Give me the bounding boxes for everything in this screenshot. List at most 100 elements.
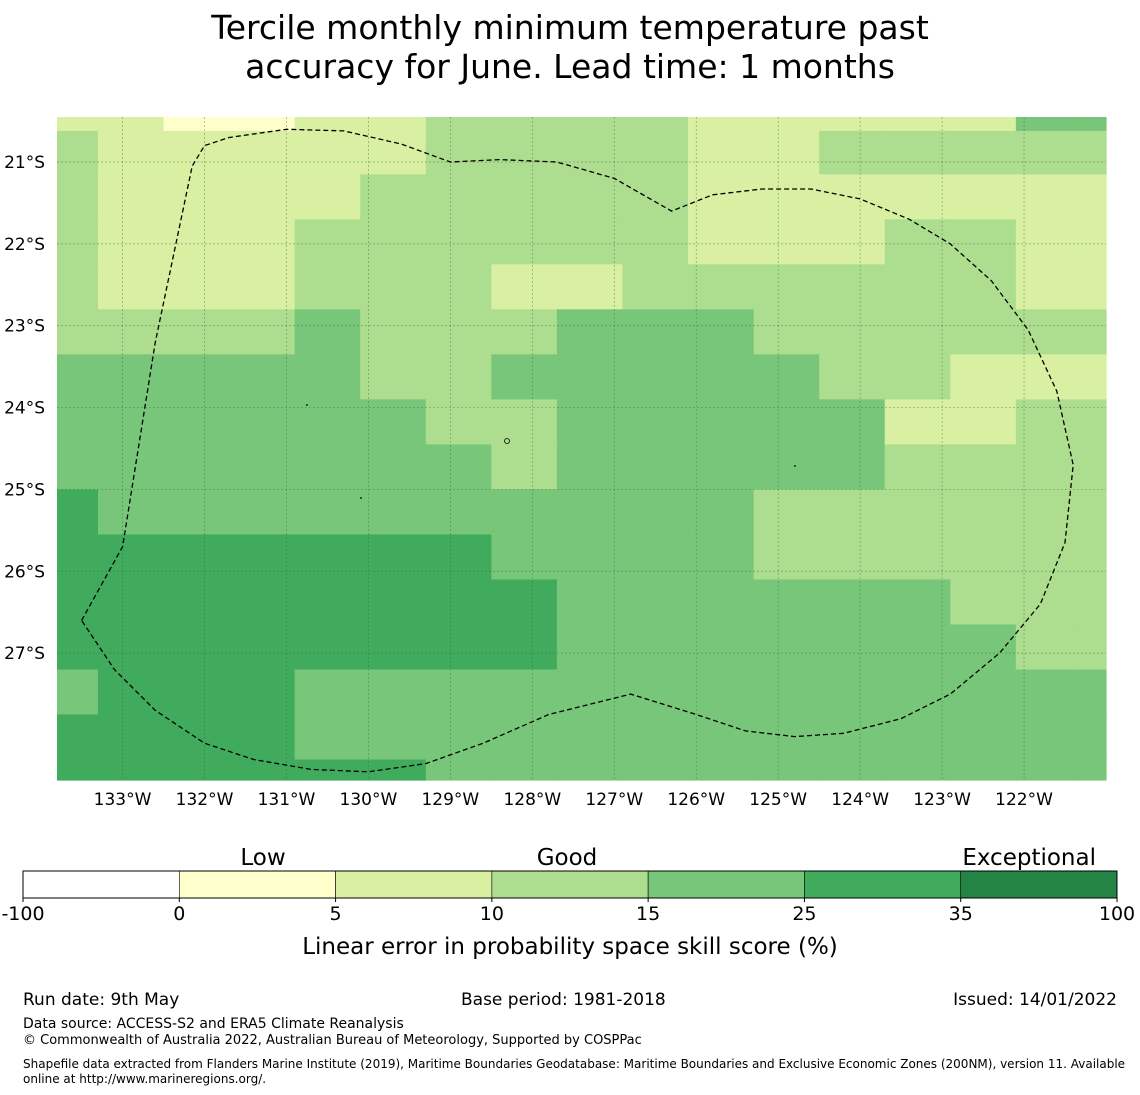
grid-cell [884, 354, 951, 400]
grid-cell [819, 219, 886, 265]
grid-cell [819, 444, 886, 491]
colorbar-tick-label: 0 [173, 903, 185, 925]
grid-cell [229, 219, 296, 265]
grid-cell [1073, 444, 1107, 491]
grid-cell [688, 444, 755, 491]
longitude-label: 125°W [749, 790, 807, 810]
latitude-label: 24°S [4, 399, 45, 419]
grid-cell [819, 579, 886, 626]
grid-cell [753, 130, 820, 175]
grid-cell [57, 714, 99, 761]
grid-cell [97, 174, 165, 220]
grid-cell [688, 174, 755, 220]
grid-cell [556, 264, 624, 310]
grid-cell [491, 130, 558, 175]
colorbar-category-word: Exceptional [962, 845, 1096, 871]
grid-cell [97, 669, 165, 716]
grid-cell [491, 399, 558, 446]
grid-cell [294, 444, 361, 491]
map-title: Tercile monthly minimum temperature past… [0, 8, 1140, 86]
grid-cell [622, 489, 689, 536]
grid-cell [360, 759, 427, 781]
grid-cell [360, 264, 427, 310]
grid-cell [950, 534, 1017, 581]
grid-cell [753, 714, 820, 761]
grid-cell [688, 489, 755, 536]
grid-cell [294, 174, 361, 220]
grid-cell [57, 219, 99, 265]
grid-cell [1015, 309, 1074, 355]
grid-cell [491, 219, 558, 265]
grid-cell [425, 264, 492, 310]
longitude-label: 127°W [585, 790, 643, 810]
grid-cell [163, 354, 230, 400]
grid-cell [425, 219, 492, 265]
grid-cell [360, 579, 427, 626]
grid-cell [556, 117, 624, 132]
colorbar-tick-label: 10 [480, 903, 504, 925]
grid-cell [753, 399, 820, 446]
grid-cell [491, 624, 558, 671]
grid-cell [622, 117, 689, 132]
grid-cell [1073, 174, 1107, 220]
grid-cell [97, 354, 165, 400]
longitude-label: 129°W [421, 790, 479, 810]
grid-cell [294, 354, 361, 400]
grid-cell [57, 399, 99, 446]
grid-cell [950, 309, 1017, 355]
grid-cell [1073, 714, 1107, 761]
longitude-label: 130°W [340, 790, 398, 810]
grid-cell [884, 669, 951, 716]
grid-cell [950, 444, 1017, 491]
grid-cell [229, 130, 296, 175]
grid-cell [688, 579, 755, 626]
grid-cell [556, 444, 624, 491]
grid-cell [163, 130, 230, 175]
longitude-label: 124°W [831, 790, 889, 810]
grid-cell [819, 534, 886, 581]
grid-cell [294, 714, 361, 761]
grid-cell [229, 669, 296, 716]
grid-cell [229, 534, 296, 581]
grid-cell [622, 399, 689, 446]
grid-cell [950, 579, 1017, 626]
grid-cell [1015, 399, 1074, 446]
grid-cell [491, 759, 558, 781]
grid-cell [360, 130, 427, 175]
grid-cell [1015, 117, 1074, 132]
grid-cell [622, 579, 689, 626]
grid-cell [622, 714, 689, 761]
grid-cell [97, 117, 165, 132]
grid-cell [360, 669, 427, 716]
grid-cell [294, 264, 361, 310]
grid-cell [97, 130, 165, 175]
grid-cell [556, 399, 624, 446]
grid-cell [556, 354, 624, 400]
grid-cell [950, 264, 1017, 310]
grid-cell [491, 534, 558, 581]
grid-cell [229, 309, 296, 355]
grid-cell [163, 399, 230, 446]
grid-cell [294, 219, 361, 265]
grid-cell [688, 117, 755, 132]
grid-cell [229, 624, 296, 671]
grid-cell [425, 759, 492, 781]
colorbar-swatch [647, 870, 805, 899]
grid-cell [1073, 354, 1107, 400]
grid-cell [425, 534, 492, 581]
grid-cell [425, 174, 492, 220]
grid-cell [57, 264, 99, 310]
grid-cell [688, 309, 755, 355]
grid-cell [819, 264, 886, 310]
grid-cell [950, 174, 1017, 220]
grid-cell [360, 714, 427, 761]
grid-cell [556, 219, 624, 265]
island-marker [504, 438, 510, 444]
grid-cell [950, 759, 1017, 781]
grid-cell [57, 579, 99, 626]
latitude-label: 21°S [4, 153, 45, 173]
colorbar-swatch [178, 870, 336, 899]
grid-cell [229, 489, 296, 536]
grid-cell [294, 489, 361, 536]
